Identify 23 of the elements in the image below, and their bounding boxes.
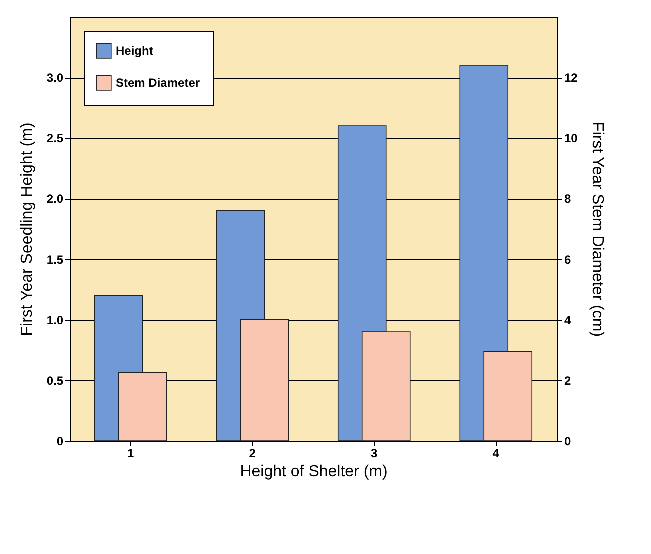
y2-tick-label: 0 <box>564 434 572 448</box>
y-tick-label: 2.0 <box>46 192 64 206</box>
legend-label: Stem Diameter <box>116 76 200 90</box>
y-tick-label: 0.5 <box>46 374 64 388</box>
y-tick-label: 1.5 <box>46 252 64 267</box>
y2-tick-label: 6 <box>564 252 572 267</box>
x-tick-label: 1 <box>128 446 135 460</box>
y-axis-title: First Year Seedling Height (m) <box>18 122 36 336</box>
x-tick-label: 2 <box>249 446 256 460</box>
y2-tick-label: 12 <box>564 71 578 86</box>
y-tick-label: 2.5 <box>46 132 64 146</box>
x-axis-title: Height of Shelter (m) <box>240 464 388 480</box>
x-tick-label: 3 <box>371 446 378 460</box>
y2-tick-label: 2 <box>564 374 572 388</box>
y-tick-label: 3.0 <box>46 71 64 86</box>
y2-axis-title: First Year Stem Diameter (cm) <box>588 122 606 338</box>
y2-tick-label: 8 <box>564 192 572 206</box>
y-tick-label: 0 <box>56 434 64 448</box>
y2-tick-label: 10 <box>564 132 578 146</box>
legend-label: Height <box>116 44 154 58</box>
y-tick-label: 1.0 <box>46 313 64 328</box>
y2-tick-label: 4 <box>564 313 572 328</box>
x-tick-label: 4 <box>492 446 500 460</box>
